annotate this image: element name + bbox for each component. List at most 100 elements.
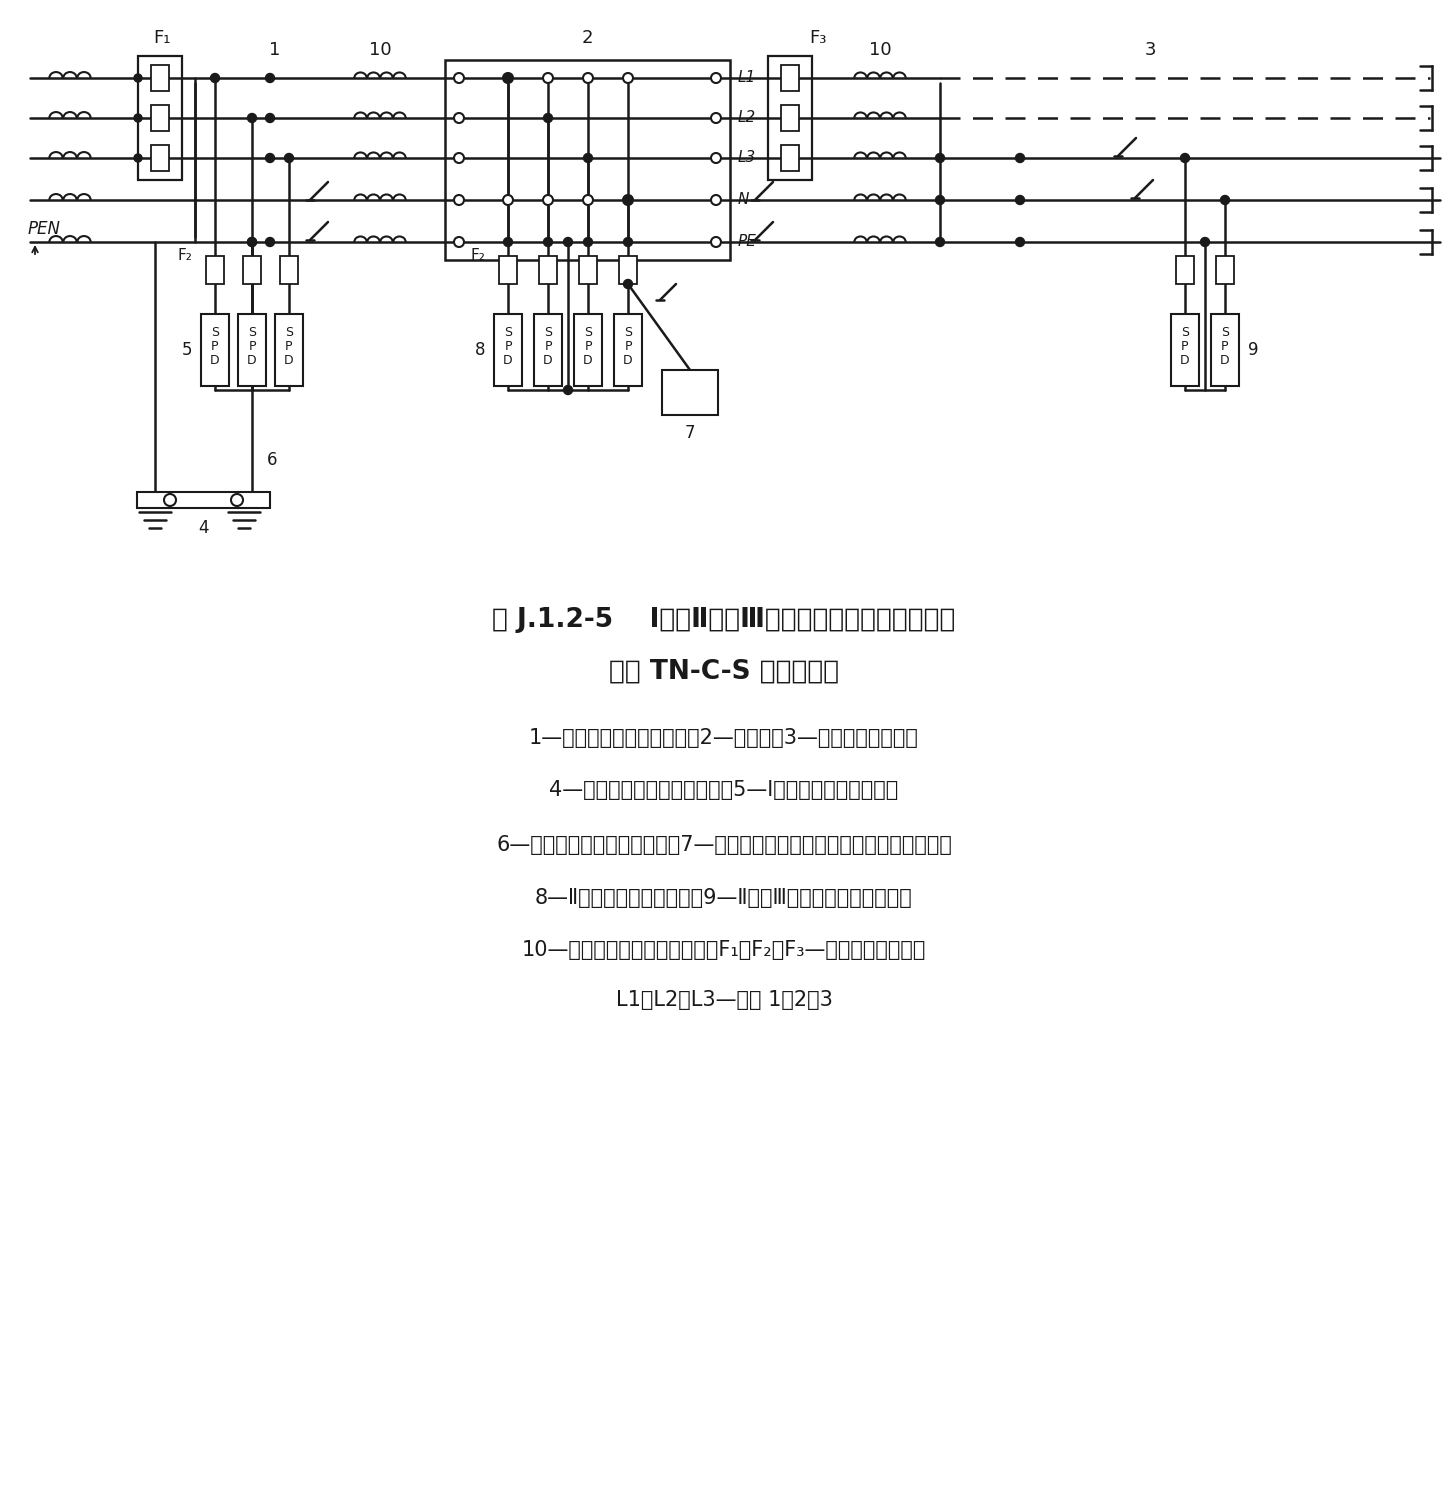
Bar [206, 256, 225, 284]
Bar [781, 65, 798, 91]
Bar [574, 314, 601, 387]
Circle shape [265, 73, 274, 82]
Circle shape [711, 236, 722, 247]
Text: 8—Ⅱ级试验的电涌保护器；9—Ⅱ级或Ⅲ级试验的电涌保护器；: 8—Ⅱ级试验的电涌保护器；9—Ⅱ级或Ⅲ级试验的电涌保护器； [535, 888, 913, 909]
Text: D: D [1179, 354, 1190, 366]
Circle shape [164, 494, 175, 506]
Text: P: P [545, 339, 552, 352]
Text: D: D [623, 354, 633, 366]
Circle shape [1181, 153, 1190, 162]
Circle shape [711, 113, 722, 123]
Bar [1171, 314, 1198, 387]
Text: D: D [503, 354, 513, 366]
Text: 1—电气装置的电源进户处；2—配电笱；3—送出的配电线路；: 1—电气装置的电源进户处；2—配电笱；3—送出的配电线路； [529, 729, 919, 748]
Bar [539, 256, 556, 284]
Bar [280, 256, 298, 284]
Circle shape [503, 73, 513, 82]
Text: 6—电涌保护器的接地连接线；7—需要被电涌保护器保护的固定安装的设备；: 6—电涌保护器的接地连接线；7—需要被电涌保护器保护的固定安装的设备； [496, 836, 952, 855]
Text: PEN: PEN [28, 220, 61, 238]
Text: 1: 1 [270, 42, 281, 59]
Text: 3: 3 [1145, 42, 1156, 59]
Text: S: S [584, 326, 593, 339]
Text: P: P [212, 339, 219, 352]
Text: F₃: F₃ [810, 30, 827, 48]
Circle shape [564, 385, 572, 394]
Text: P: P [1181, 339, 1188, 352]
Circle shape [503, 195, 513, 205]
Circle shape [454, 153, 464, 164]
Circle shape [265, 113, 274, 122]
Text: P: P [1222, 339, 1229, 352]
Bar [1216, 256, 1235, 284]
Circle shape [711, 195, 722, 205]
Circle shape [1016, 195, 1024, 205]
Text: 8: 8 [475, 341, 485, 358]
Circle shape [623, 238, 633, 247]
Circle shape [1201, 238, 1210, 247]
Bar [151, 106, 170, 131]
Text: 图 J.1.2-5    Ⅰ级、Ⅱ级和Ⅲ级试验的电涌保护器的安装: 图 J.1.2-5 Ⅰ级、Ⅱ级和Ⅲ级试验的电涌保护器的安装 [493, 607, 956, 633]
Circle shape [133, 74, 142, 82]
Text: S: S [543, 326, 552, 339]
Text: D: D [1220, 354, 1230, 366]
Circle shape [503, 238, 513, 247]
Text: F₂: F₂ [471, 247, 485, 263]
Bar [275, 314, 303, 387]
Circle shape [936, 238, 945, 247]
Circle shape [623, 280, 633, 288]
Text: P: P [285, 339, 293, 352]
Bar [151, 146, 170, 171]
Text: 4—总接地端或总接地连接带；5—Ⅰ级试验的电涌保护器；: 4—总接地端或总接地连接带；5—Ⅰ级试验的电涌保护器； [549, 781, 898, 800]
Circle shape [711, 153, 722, 164]
Text: 4: 4 [199, 519, 209, 537]
Bar [138, 57, 183, 180]
Text: P: P [625, 339, 632, 352]
Bar [1177, 256, 1194, 284]
Bar [619, 256, 638, 284]
Text: 6: 6 [267, 451, 277, 468]
Text: 10: 10 [368, 42, 391, 59]
Circle shape [284, 153, 294, 162]
Circle shape [454, 236, 464, 247]
Circle shape [1016, 238, 1024, 247]
Text: S: S [1222, 326, 1229, 339]
Circle shape [454, 113, 464, 123]
Text: 2: 2 [581, 30, 593, 48]
Circle shape [543, 195, 554, 205]
Circle shape [582, 73, 593, 83]
Text: L1、L2、L3—相线 1，2，3: L1、L2、L3—相线 1，2，3 [616, 990, 832, 1010]
Text: F₁: F₁ [154, 30, 171, 48]
Text: S: S [504, 326, 511, 339]
Circle shape [623, 195, 633, 205]
Circle shape [543, 73, 554, 83]
Circle shape [503, 73, 513, 83]
Bar [138, 492, 270, 509]
Circle shape [454, 195, 464, 205]
Circle shape [936, 153, 945, 162]
Text: S: S [212, 326, 219, 339]
Circle shape [623, 195, 633, 205]
Circle shape [210, 73, 219, 82]
Bar [494, 314, 522, 387]
Circle shape [454, 73, 464, 83]
Circle shape [265, 153, 274, 162]
Bar [614, 314, 642, 387]
Bar [662, 370, 719, 415]
Circle shape [1220, 195, 1230, 205]
Circle shape [230, 494, 243, 506]
Text: 10: 10 [869, 42, 891, 59]
Text: P: P [584, 339, 591, 352]
Circle shape [543, 113, 552, 122]
Text: L1: L1 [738, 70, 756, 85]
Text: （以 TN-C-S 系统为例）: （以 TN-C-S 系统为例） [609, 659, 839, 686]
Circle shape [564, 238, 572, 247]
Text: F₂: F₂ [178, 247, 193, 263]
Text: D: D [210, 354, 220, 366]
Bar [1211, 314, 1239, 387]
Text: S: S [1181, 326, 1190, 339]
Text: 10—去耦器件或配电线路长度；F₁、F₂、F₃—过电涌保护电器；: 10—去耦器件或配电线路长度；F₁、F₂、F₃—过电涌保护电器； [522, 940, 926, 961]
Circle shape [543, 238, 552, 247]
Bar [498, 256, 517, 284]
Circle shape [248, 238, 256, 247]
Text: 5: 5 [181, 341, 193, 358]
